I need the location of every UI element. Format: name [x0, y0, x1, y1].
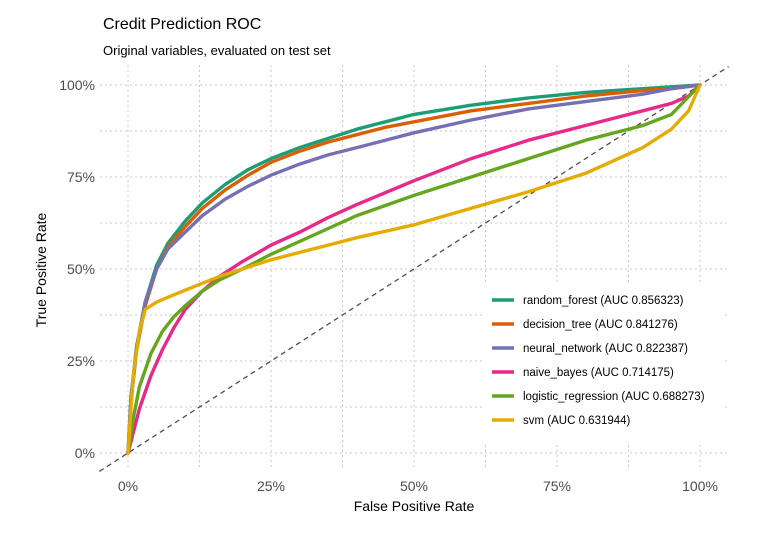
reference-diagonal: [99, 66, 729, 472]
y-tick-label: 100%: [59, 77, 95, 93]
legend-label: random_forest (AUC 0.856323): [523, 295, 684, 307]
roc-curve-logistic_regression: [126, 83, 702, 455]
x-tick-label: 75%: [543, 478, 571, 494]
y-tick-label: 25%: [67, 353, 95, 369]
legend-label: naive_bayes (AUC 0.714175): [523, 367, 674, 379]
x-axis-title: False Positive Rate: [354, 498, 475, 514]
y-axis-title: True Positive Rate: [33, 212, 49, 327]
x-tick-label: 100%: [682, 478, 718, 494]
x-tick-label: 25%: [257, 478, 285, 494]
y-tick-label: 0%: [75, 445, 95, 461]
legend-label: decision_tree (AUC 0.841276): [523, 319, 678, 331]
x-tick-label: 50%: [400, 478, 428, 494]
y-tick-label: 75%: [67, 169, 95, 185]
y-tick-label: 50%: [67, 261, 95, 277]
legend-background: [484, 284, 724, 444]
chart-subtitle: Original variables, evaluated on test se…: [103, 43, 331, 58]
legend-label: neural_network (AUC 0.822387): [523, 343, 688, 355]
roc-curve-svm: [126, 83, 702, 455]
roc-curve-naive_bayes: [126, 83, 702, 455]
chart-title: Credit Prediction ROC: [103, 16, 261, 33]
legend: random_forest (AUC 0.856323) decision_tre…: [484, 284, 724, 444]
y-axis-ticks: 0% 25% 50% 75% 100%: [59, 77, 95, 461]
legend-label: logistic_regression (AUC 0.688273): [523, 391, 705, 403]
legend-label: svm (AUC 0.631944): [523, 415, 631, 427]
roc-curves: [126, 83, 702, 455]
x-axis-ticks: 0% 25% 50% 75% 100%: [118, 478, 718, 494]
roc-curve-neural_network: [126, 83, 702, 455]
x-tick-label: 0%: [118, 478, 138, 494]
